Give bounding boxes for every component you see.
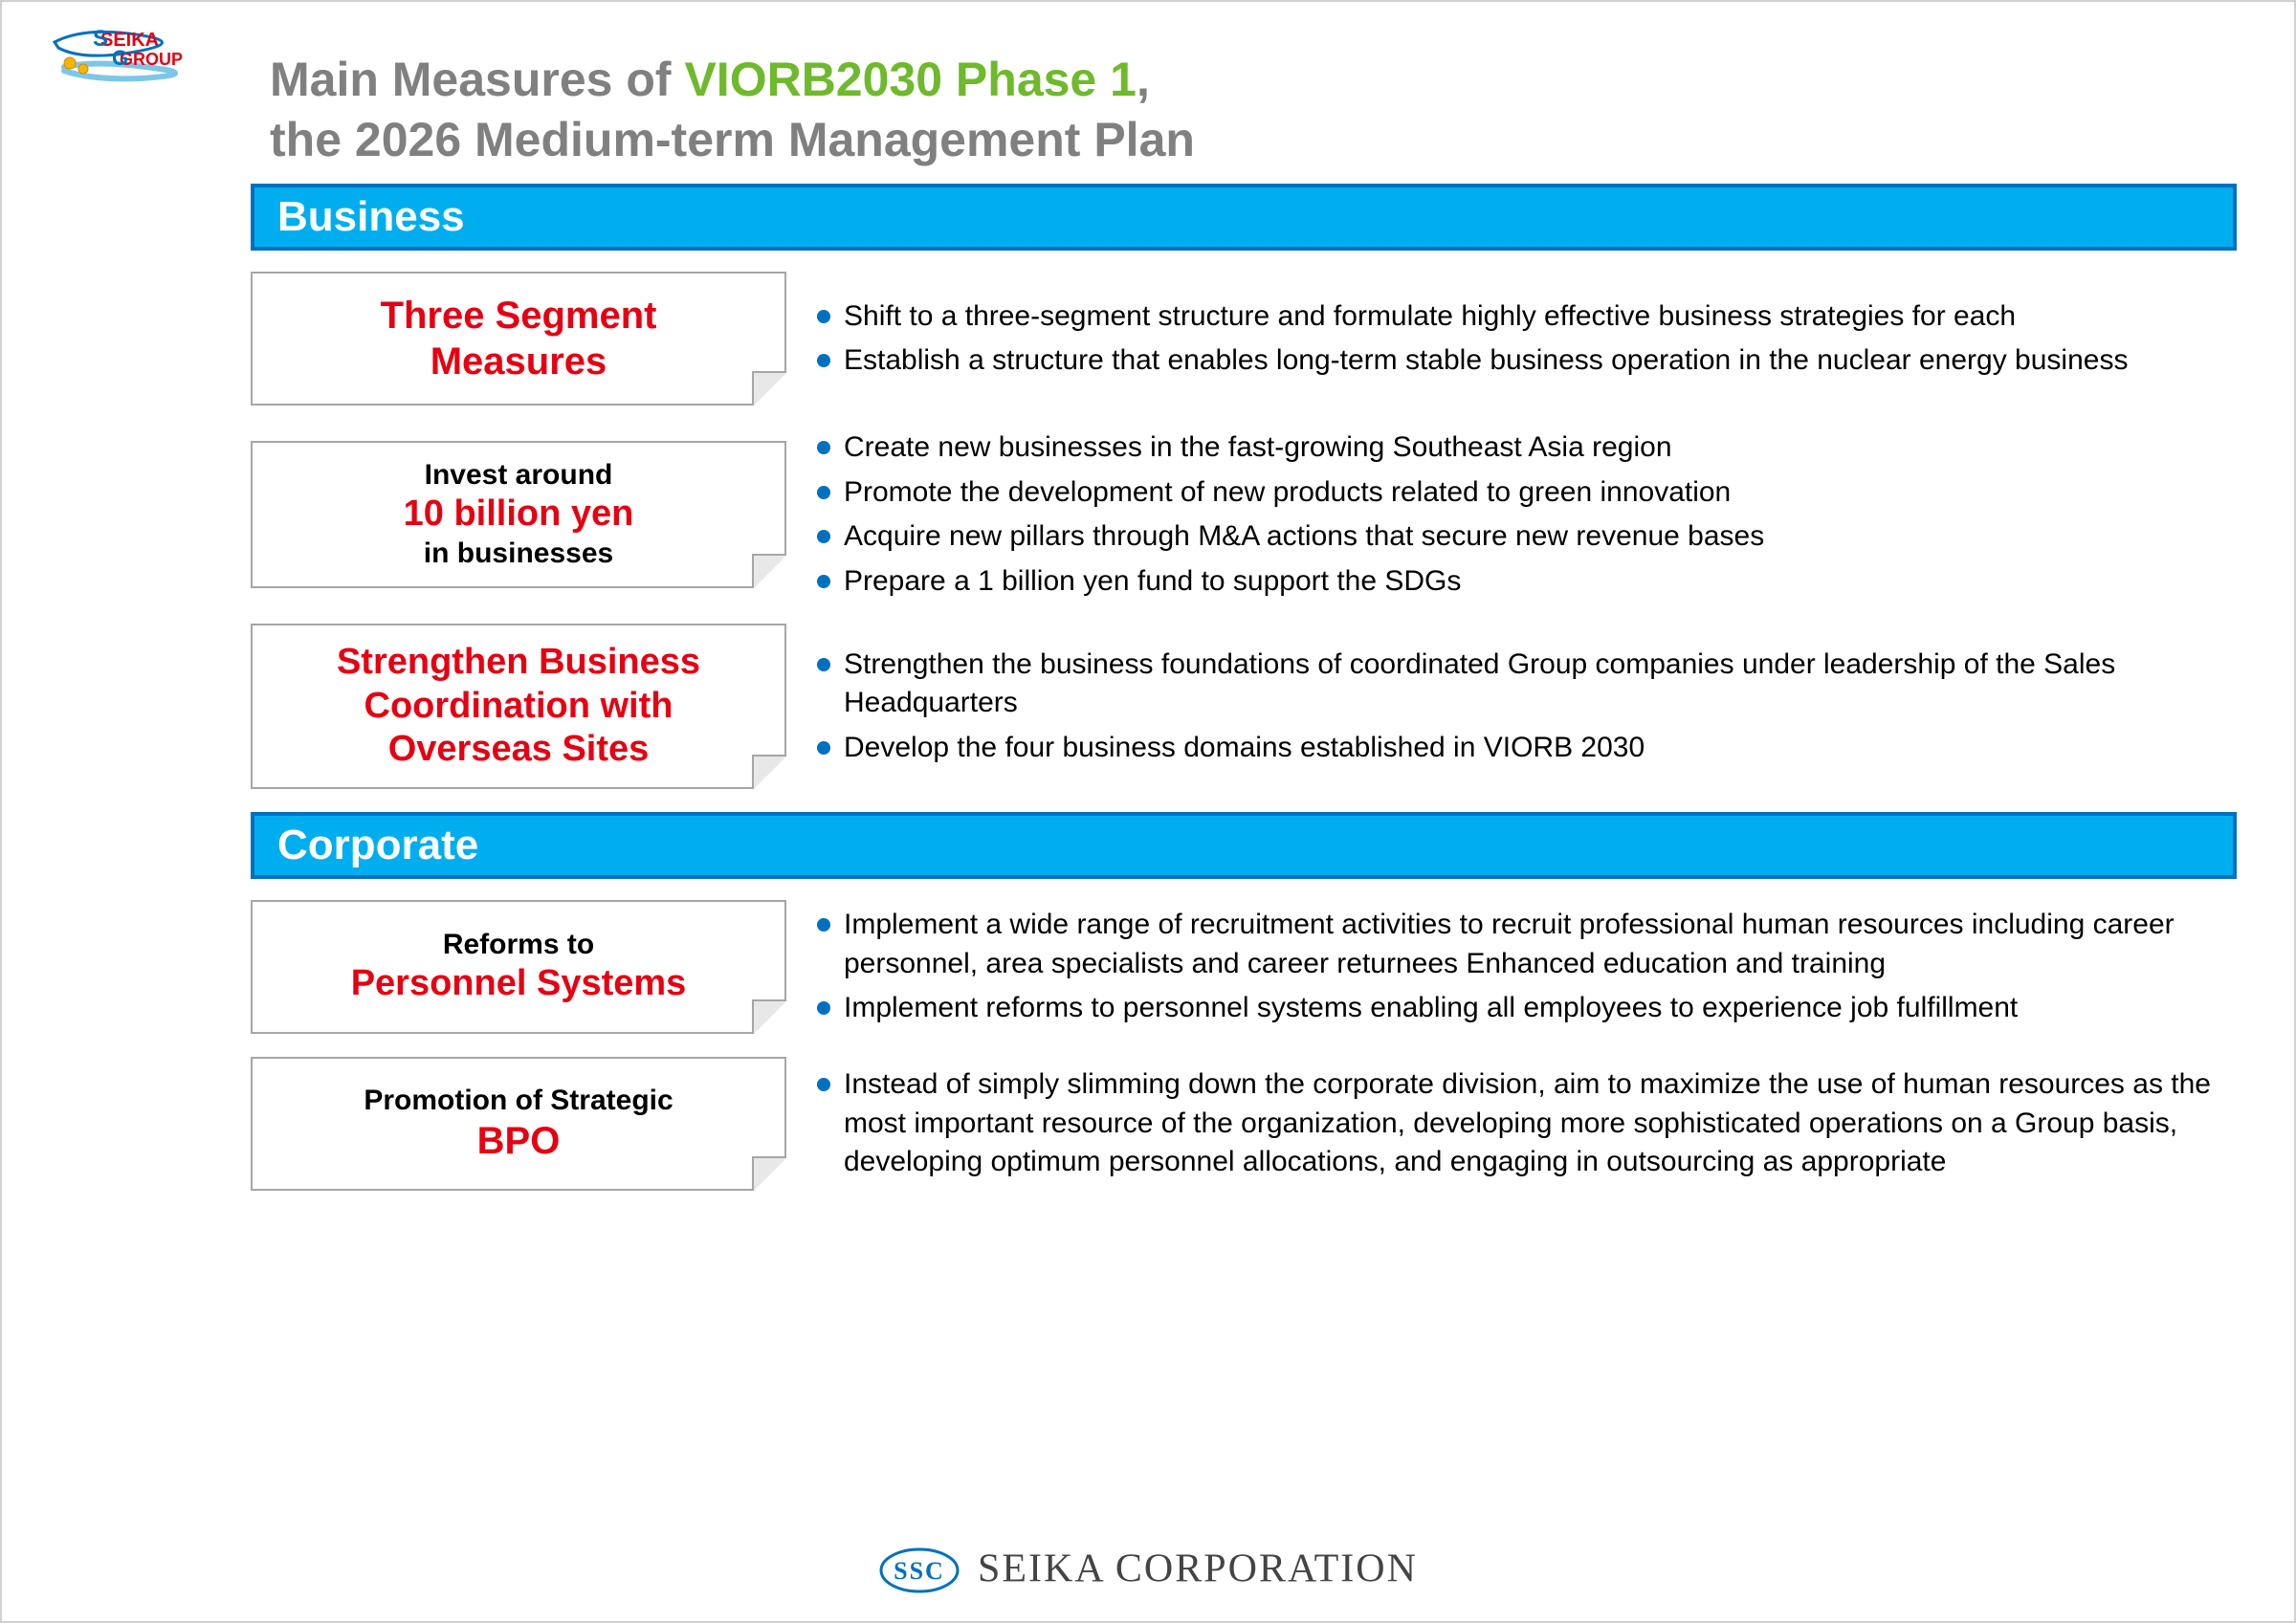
card-line: Personnel Systems: [351, 962, 687, 1006]
svg-text:SSC: SSC: [894, 1557, 945, 1585]
title-suffix: ,: [1137, 53, 1150, 106]
bullet-text: Acquire new pillars through M&A actions …: [844, 517, 1764, 557]
business-row: Invest around10 billion yenin businesses…: [251, 428, 2237, 601]
card-line: Measures: [430, 339, 607, 384]
card-fold-icon: [752, 554, 786, 588]
business-card: Strengthen BusinessCoordination withOver…: [251, 624, 786, 789]
bullet-dot-icon: [817, 441, 830, 454]
seika-group-logo: SEIKA GROUP S G: [45, 21, 217, 88]
card-fold-icon: [752, 999, 786, 1034]
card-line: Promotion of Strategic: [364, 1084, 673, 1118]
bullet-item: Implement a wide range of recruitment ac…: [817, 906, 2237, 983]
bullet-text: Prepare a 1 billion yen fund to support …: [844, 562, 1461, 602]
card-line: Coordination with: [364, 685, 673, 729]
bullet-text: Strengthen the business foundations of c…: [844, 646, 2237, 723]
bullet-dot-icon: [817, 918, 830, 932]
title-line2: the 2026 Medium-term Management Plan: [270, 110, 2237, 170]
bullet-dot-icon: [817, 1078, 830, 1091]
corporate-card: Reforms toPersonnel Systems: [251, 900, 786, 1034]
svg-text:GROUP: GROUP: [120, 50, 183, 69]
bullet-list: Strengthen the business foundations of c…: [817, 646, 2237, 768]
bullet-item: Acquire new pillars through M&A actions …: [817, 517, 2237, 557]
bullet-dot-icon: [817, 741, 830, 755]
bullet-text: Create new businesses in the fast-growin…: [844, 428, 1672, 468]
bullet-item: Instead of simply slimming down the corp…: [817, 1065, 2237, 1182]
bullet-dot-icon: [817, 530, 830, 543]
card-line: Invest around: [425, 458, 613, 493]
bullet-text: Establish a structure that enables long-…: [844, 341, 2128, 381]
card-line: Three Segment: [381, 293, 657, 339]
bullet-list: Implement a wide range of recruitment ac…: [817, 906, 2237, 1028]
bullet-text: Implement a wide range of recruitment ac…: [844, 906, 2237, 983]
bullet-text: Implement reforms to personnel systems e…: [844, 989, 2018, 1028]
footer-company-logo: SSC SEIKA CORPORATION: [2, 1543, 2294, 1594]
bullet-dot-icon: [817, 354, 830, 367]
bullet-item: Create new businesses in the fast-growin…: [817, 428, 2237, 468]
card-line: in businesses: [424, 537, 613, 571]
card-line: Overseas Sites: [388, 728, 650, 772]
section-bar-corporate: Corporate: [251, 812, 2237, 879]
page-title: Main Measures of VIORB2030 Phase 1, the …: [270, 50, 2237, 169]
card-line: 10 billion yen: [404, 493, 634, 537]
bullet-item: Develop the four business domains establ…: [817, 729, 2237, 768]
bullet-dot-icon: [817, 486, 830, 499]
corporate-row: Promotion of StrategicBPO Instead of simp…: [251, 1057, 2237, 1191]
svg-text:S: S: [93, 26, 108, 52]
bullet-list: Instead of simply slimming down the corp…: [817, 1065, 2237, 1182]
bullet-text: Develop the four business domains establ…: [844, 729, 1645, 768]
bullet-item: Promote the development of new products …: [817, 473, 2237, 513]
business-row: Three SegmentMeasures Shift to a three-se…: [251, 272, 2237, 406]
card-fold-icon: [752, 1156, 786, 1191]
bullet-item: Prepare a 1 billion yen fund to support …: [817, 562, 2237, 602]
bullet-text: Shift to a three-segment structure and f…: [844, 297, 2016, 337]
bullet-item: Shift to a three-segment structure and f…: [817, 297, 2237, 337]
business-row: Strengthen BusinessCoordination withOver…: [251, 624, 2237, 789]
bullet-dot-icon: [817, 658, 830, 671]
card-line: Reforms to: [443, 928, 594, 962]
svg-text:G: G: [112, 46, 128, 70]
bullet-list: Create new businesses in the fast-growin…: [817, 428, 2237, 601]
ssc-badge-icon: SSC: [878, 1545, 960, 1594]
corporate-row: Reforms toPersonnel Systems Implement a w…: [251, 900, 2237, 1034]
bullet-dot-icon: [817, 310, 830, 323]
svg-text:SEIKA: SEIKA: [100, 30, 159, 51]
bullet-dot-icon: [817, 1001, 830, 1015]
bullet-text: Promote the development of new products …: [844, 473, 1731, 513]
corporate-card: Promotion of StrategicBPO: [251, 1057, 786, 1191]
bullet-text: Instead of simply slimming down the corp…: [844, 1065, 2237, 1182]
business-card: Three SegmentMeasures: [251, 272, 786, 406]
bullet-item: Implement reforms to personnel systems e…: [817, 989, 2237, 1028]
card-line: Strengthen Business: [337, 641, 700, 685]
business-card: Invest around10 billion yenin businesses: [251, 441, 786, 588]
bullet-item: Strengthen the business foundations of c…: [817, 646, 2237, 723]
bullet-item: Establish a structure that enables long-…: [817, 341, 2237, 381]
card-fold-icon: [752, 371, 786, 406]
bullet-dot-icon: [817, 575, 830, 588]
footer-company-name: SEIKA CORPORATION: [978, 1547, 1418, 1591]
bullet-list: Shift to a three-segment structure and f…: [817, 297, 2237, 381]
card-fold-icon: [752, 755, 786, 789]
card-line: BPO: [477, 1118, 561, 1164]
section-bar-business: Business: [251, 184, 2237, 251]
title-prefix: Main Measures of: [270, 53, 684, 106]
title-highlight: VIORB2030 Phase 1: [684, 53, 1137, 106]
